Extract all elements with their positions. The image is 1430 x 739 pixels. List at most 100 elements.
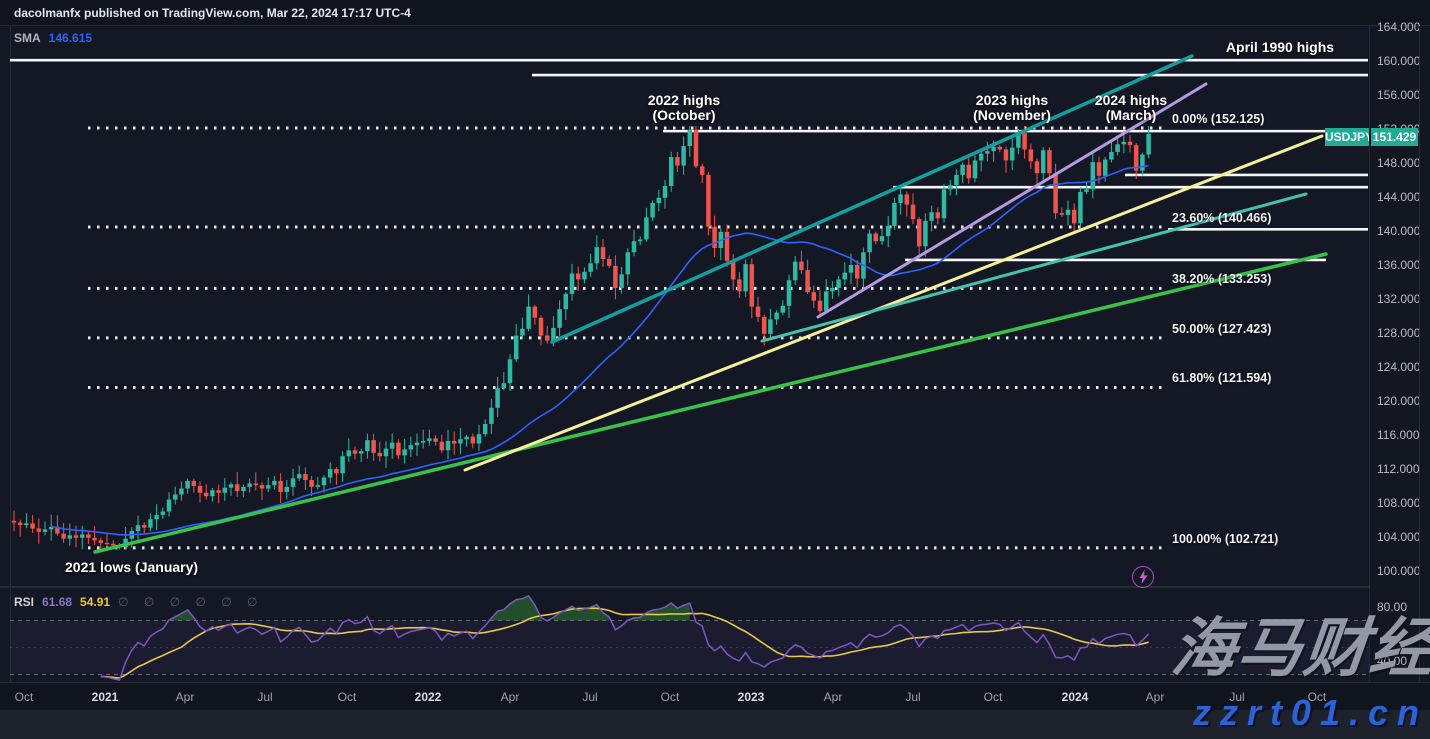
- price-tick: 120.000: [1377, 394, 1421, 408]
- candle-up: [154, 514, 159, 520]
- rsi-legend[interactable]: RSI 61.68 54.91 ∅ ∅ ∅ ∅ ∅ ∅: [14, 595, 263, 609]
- candle-down: [817, 300, 823, 311]
- candle-down: [203, 492, 209, 497]
- candle-down: [371, 440, 376, 453]
- candle-up: [383, 448, 389, 457]
- candle-up: [402, 449, 407, 456]
- time-tick-year: 2022: [414, 690, 442, 704]
- annotation-april-1990-highs: April 1990 highs: [1226, 40, 1334, 55]
- candle-up: [482, 423, 488, 435]
- candle-down: [216, 490, 221, 493]
- rsi-value: 61.68: [42, 595, 73, 609]
- candle-down: [904, 194, 910, 205]
- rsi-plot-group: [10, 594, 1369, 681]
- candle-up: [774, 312, 779, 320]
- fib-label: 38.20% (133.253): [1172, 272, 1272, 287]
- candle-up: [885, 225, 891, 237]
- candle-up: [1065, 209, 1071, 215]
- candle-up: [247, 483, 252, 487]
- candle-down: [104, 542, 110, 545]
- candle-up: [513, 335, 519, 360]
- rsi-line: [100, 594, 1150, 681]
- candle-down: [997, 146, 1003, 150]
- main-price-pane[interactable]: [0, 26, 1430, 588]
- candle-up: [445, 440, 451, 451]
- candle-down: [334, 469, 339, 474]
- time-tick-month: Oct: [983, 690, 1003, 704]
- candle-up: [619, 274, 624, 288]
- candle-down: [544, 335, 550, 341]
- annotation-line: (October): [652, 107, 716, 123]
- candle-up: [166, 499, 172, 512]
- candle-up: [1102, 159, 1108, 176]
- rsi-overbought-fill: [627, 603, 690, 621]
- sma-legend[interactable]: SMA 146.615: [14, 31, 92, 45]
- last-price-value: 151.429: [1371, 128, 1418, 146]
- candle-up: [526, 306, 531, 329]
- candle-down: [1028, 149, 1034, 162]
- candle-up: [495, 388, 500, 408]
- annotation-line: 2022 highs: [647, 92, 721, 108]
- price-tick: 104.000: [1377, 530, 1421, 544]
- candle-down: [724, 231, 730, 261]
- candle-up: [172, 494, 178, 500]
- candle-up: [327, 469, 333, 478]
- purple-trendline: [816, 82, 1208, 319]
- candle-up: [898, 194, 903, 203]
- candle-down: [811, 292, 817, 301]
- candle-up: [978, 153, 984, 161]
- time-tick-year: 2021: [91, 690, 119, 704]
- candle-up: [563, 293, 569, 310]
- price-tick: 144.000: [1377, 190, 1421, 204]
- candle-down: [1127, 141, 1133, 146]
- candle-up: [569, 273, 575, 294]
- candle-down: [377, 452, 383, 457]
- boost-lightning-icon[interactable]: [1132, 566, 1154, 588]
- candle-up: [48, 526, 54, 530]
- fib-label: 50.00% (127.423): [1172, 321, 1272, 336]
- candle-down: [935, 212, 941, 219]
- candle-down: [1059, 213, 1065, 215]
- candle-down: [532, 306, 538, 318]
- candle-up: [1146, 133, 1151, 155]
- rsi-label: RSI: [14, 595, 35, 609]
- candle-up: [1115, 144, 1120, 152]
- candle-down: [749, 264, 755, 307]
- rsi-pane[interactable]: [0, 588, 1430, 682]
- candle-down: [1096, 162, 1102, 176]
- candle-up: [458, 439, 463, 444]
- candle-up: [501, 383, 507, 389]
- time-tick-month: Jul: [1229, 690, 1245, 704]
- rsi-tick: 40.00: [1377, 654, 1408, 668]
- time-tick-month: Jul: [257, 690, 273, 704]
- candle-up: [656, 197, 662, 203]
- candle-up: [929, 212, 934, 221]
- candle-down: [761, 316, 767, 334]
- candle-up: [1140, 154, 1145, 171]
- candle-up: [923, 220, 928, 247]
- candle-down: [606, 259, 612, 266]
- candle-up: [668, 157, 674, 186]
- candle-up: [358, 451, 364, 454]
- price-tick: 136.000: [1377, 258, 1421, 272]
- candle-up: [947, 185, 953, 190]
- annotation-line: 2023 highs: [975, 92, 1049, 108]
- rsi-overbought-fill: [169, 609, 194, 621]
- candle-down: [873, 233, 879, 242]
- candle-up: [681, 146, 686, 166]
- candle-up: [848, 265, 854, 273]
- price-tick: 148.000: [1377, 156, 1421, 170]
- candle-up: [179, 488, 184, 495]
- candle-up: [985, 151, 990, 154]
- candle-up: [228, 484, 234, 488]
- candle-up: [476, 434, 482, 444]
- candle-down: [1003, 149, 1009, 161]
- time-axis[interactable]: Oct 2021 Apr Jul Oct 2022 Apr Jul Oct 2023 Apr Jul O…: [0, 682, 1430, 711]
- candle-down: [451, 440, 457, 444]
- candle-up: [557, 309, 562, 328]
- candle-up: [135, 525, 141, 532]
- candle-down: [234, 484, 240, 492]
- candle-up: [687, 129, 693, 146]
- sma-label: SMA: [14, 31, 41, 45]
